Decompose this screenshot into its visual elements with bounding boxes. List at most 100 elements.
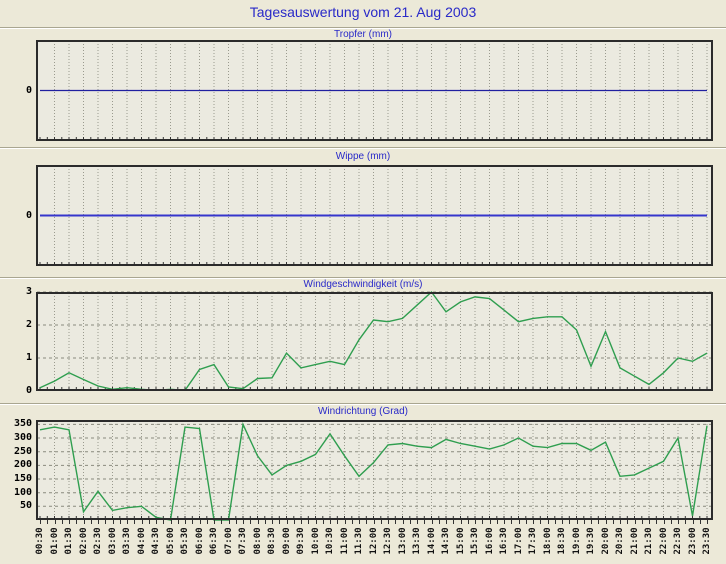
x-axis-tick (446, 520, 447, 524)
chart-title-tropfer: Tropfer (mm) (334, 29, 392, 40)
x-axis-tick (693, 520, 694, 524)
x-axis-time-label: 23:00 (688, 527, 698, 555)
x-axis-tick (468, 520, 469, 524)
x-axis-tick (214, 520, 215, 524)
windgeschwindigkeit-chart (36, 290, 713, 392)
x-axis-time-label: 08:00 (253, 527, 263, 555)
wippe-chart (36, 165, 713, 266)
x-axis-tick (374, 520, 375, 524)
x-axis-tick (120, 520, 121, 524)
x-axis-tick (627, 520, 628, 524)
x-axis-time-label: 10:30 (325, 527, 335, 555)
x-axis-time-label: 21:30 (644, 527, 654, 555)
x-axis-time-label: 20:00 (601, 527, 611, 555)
x-axis-time-label: 03:00 (108, 527, 118, 555)
x-axis-tick (475, 520, 476, 524)
x-axis-tick (417, 520, 418, 524)
x-axis-tick (47, 520, 48, 524)
x-axis-tick (395, 520, 396, 524)
x-axis-time-label: 01:30 (64, 527, 74, 555)
x-axis-tick (707, 520, 708, 524)
x-axis-time-label: 00:30 (35, 527, 45, 555)
x-axis-time-label: 12:30 (383, 527, 393, 555)
x-axis-tick (606, 520, 607, 524)
y-axis-label: 300 (13, 432, 32, 443)
y-axis-label: 200 (13, 459, 32, 470)
x-axis-time-label: 18:30 (557, 527, 567, 555)
windrichtung-chart (36, 420, 713, 521)
x-axis-time-label: 06:30 (209, 527, 219, 555)
x-axis-tick (294, 520, 295, 524)
x-axis-tick (192, 520, 193, 524)
x-axis-time-label: 09:00 (282, 527, 292, 555)
x-axis-time-label: 15:30 (470, 527, 480, 555)
x-axis-tick (127, 520, 128, 524)
x-axis-tick (540, 520, 541, 524)
x-axis-tick (316, 520, 317, 524)
x-axis-time-label: 13:30 (412, 527, 422, 555)
page-title: Tagesauswertung vom 21. Aug 2003 (249, 4, 477, 20)
x-axis-tick (171, 520, 172, 524)
x-axis-tick (482, 520, 483, 524)
x-axis-time-label: 19:30 (586, 527, 596, 555)
x-axis-tick (577, 520, 578, 524)
x-axis-tick (323, 520, 324, 524)
x-axis-tick (69, 520, 70, 524)
x-axis-tick (410, 520, 411, 524)
x-axis-time-label: 16:30 (499, 527, 509, 555)
x-axis-tick (156, 520, 157, 524)
x-axis-time-label: 22:00 (659, 527, 669, 555)
x-axis-tick (649, 520, 650, 524)
x-axis-time-label: 04:00 (137, 527, 147, 555)
chart-title-wippe: Wippe (mm) (335, 151, 391, 162)
x-axis-tick (569, 520, 570, 524)
x-axis-time-label: 21:00 (630, 527, 640, 555)
separator-line (0, 277, 726, 279)
x-axis-tick (279, 520, 280, 524)
x-axis-tick (134, 520, 135, 524)
x-axis-tick (490, 520, 491, 524)
x-axis-tick (388, 520, 389, 524)
chart-title-windgeschwindigkeit: Windgeschwindigkeit (m/s) (303, 279, 423, 290)
x-axis-time-label: 05:00 (166, 527, 176, 555)
y-axis-label: 250 (13, 446, 32, 457)
x-axis-time-label: 04:30 (151, 527, 161, 555)
y-axis-label: 2 (25, 319, 32, 330)
x-axis-tick (591, 520, 592, 524)
x-axis-tick (272, 520, 273, 524)
x-axis-tick (403, 520, 404, 524)
x-axis-tick (265, 520, 266, 524)
x-axis-tick (562, 520, 563, 524)
x-axis-time-label: 02:30 (93, 527, 103, 555)
x-axis-tick (424, 520, 425, 524)
x-axis-time-label: 14:00 (427, 527, 437, 555)
y-axis-label: 350 (13, 418, 32, 429)
x-axis-tick (685, 520, 686, 524)
x-axis-tick (149, 520, 150, 524)
x-axis-tick (497, 520, 498, 524)
x-axis-tick (105, 520, 106, 524)
x-axis-tick (439, 520, 440, 524)
x-axis-time-label: 05:30 (180, 527, 190, 555)
x-axis-time-label: 13:00 (398, 527, 408, 555)
x-axis-tick (62, 520, 63, 524)
y-axis-label: 0 (25, 385, 32, 396)
x-axis-tick (381, 520, 382, 524)
x-axis-tick (301, 520, 302, 524)
x-axis-time-label: 06:00 (195, 527, 205, 555)
x-axis-tick (678, 520, 679, 524)
x-axis-tick (345, 520, 346, 524)
x-axis-tick (142, 520, 143, 524)
x-axis-tick (671, 520, 672, 524)
x-axis-tick (258, 520, 259, 524)
x-axis-tick (163, 520, 164, 524)
x-axis-time-label: 09:30 (296, 527, 306, 555)
x-axis-time-label: 07:00 (224, 527, 234, 555)
x-axis-tick (236, 520, 237, 524)
x-axis-tick (613, 520, 614, 524)
y-axis-label: 1 (25, 352, 32, 363)
x-axis-tick (584, 520, 585, 524)
x-axis-tick (221, 520, 222, 524)
x-axis-tick (330, 520, 331, 524)
